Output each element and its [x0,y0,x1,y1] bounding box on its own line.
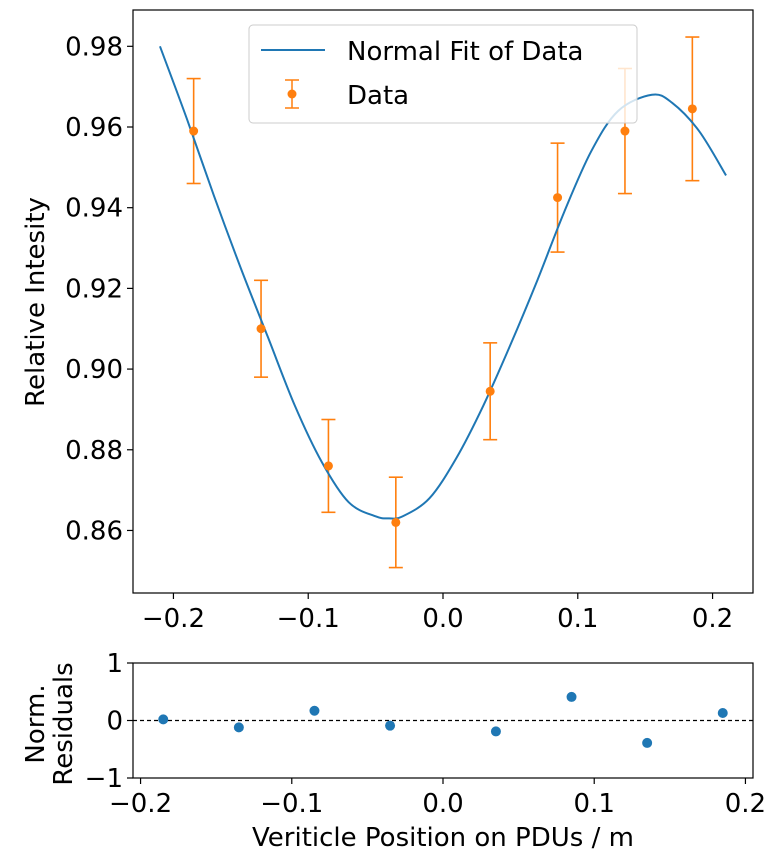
main-plot-frame [132,9,754,594]
residual-point [490,726,501,737]
residual-x-tick-label: 0.2 [725,789,766,819]
legend-data-label: Data [347,81,409,111]
main-y-axis: 0.86 0.88 0.90 0.92 0.94 0.96 0.98 [65,32,133,546]
residual-y-axis-label-line2: Residuals [49,662,79,785]
main-y-axis-label: Relative Intesity [21,197,51,407]
main-y-tick-label: 0.86 [65,516,123,546]
main-x-tick-label: −0.2 [142,604,205,634]
main-y-tick-label: 0.98 [65,32,123,62]
data-point [189,126,199,136]
residual-y-tick-label: 1 [106,649,123,679]
residual-point [309,705,320,716]
residual-x-tick-label: 0.1 [574,789,615,819]
main-x-tick-label: 0.2 [692,604,733,634]
residual-point [717,708,728,719]
main-y-tick-label: 0.90 [65,355,123,385]
residual-x-axis: −0.2 −0.1 0.0 0.1 0.2 [109,778,766,819]
main-x-tick-label: 0.0 [422,604,463,634]
legend-fit-label: Normal Fit of Data [347,37,584,67]
residual-points [158,691,728,748]
residual-point [158,714,169,725]
residual-point [385,720,396,731]
data-point [323,461,333,471]
data-point [620,126,630,136]
residual-point [642,737,653,748]
residual-y-tick-label: 0 [106,707,123,737]
data-point [485,386,495,396]
residual-chart: −0.2 −0.1 0.0 0.1 0.2 −1 0 1 Norm. Residuals V… [21,649,766,853]
main-y-tick-label: 0.96 [65,113,123,143]
legend: Normal Fit of Data Data [248,24,638,124]
legend-data-swatch [285,79,299,109]
residual-x-tick-label: −0.2 [109,789,172,819]
main-y-tick-label: 0.94 [65,194,123,224]
residual-y-axis-label: Norm. [21,684,51,763]
residual-point [566,691,577,702]
main-x-tick-label: 0.1 [557,604,598,634]
data-points [189,104,697,527]
residual-x-axis-label: Veriticle Position on PDUs / m [252,823,634,853]
main-y-tick-label: 0.92 [65,274,123,304]
legend-box [248,24,638,124]
residual-plot-frame [132,662,754,779]
main-x-axis: −0.2 −0.1 0.0 0.1 0.2 [142,593,733,634]
data-point [391,517,401,527]
data-point [553,193,563,203]
residual-y-tick-label: −1 [85,764,123,794]
main-x-tick-label: −0.1 [277,604,340,634]
main-y-tick-label: 0.88 [65,436,123,466]
residual-y-axis: −1 0 1 [85,649,133,794]
residual-x-tick-label: 0.0 [422,789,463,819]
residual-point [233,722,244,733]
residual-x-tick-label: −0.1 [260,789,323,819]
data-point [687,104,697,114]
main-chart: −0.2 −0.1 0.0 0.1 0.2 0.860.880.900.920.940.… [21,9,754,634]
data-point [256,324,266,334]
